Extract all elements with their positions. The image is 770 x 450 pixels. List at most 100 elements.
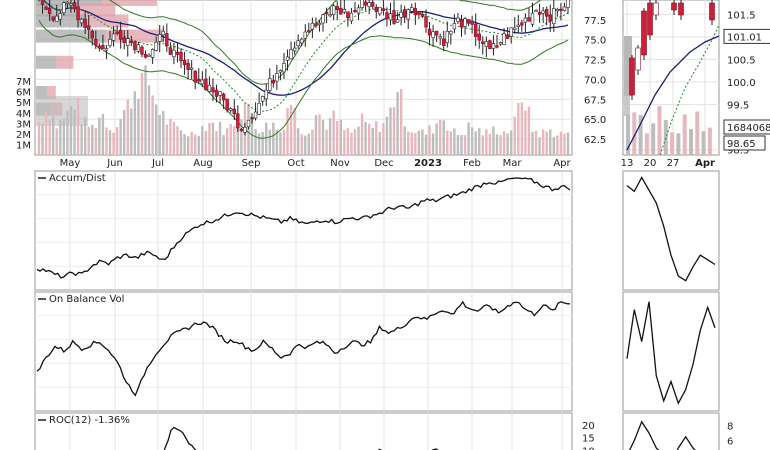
volume-bar: [541, 129, 545, 155]
volume-bar: [140, 72, 144, 155]
volume-bar: [52, 116, 55, 155]
volume-bar: [165, 124, 169, 155]
candle-body: [47, 7, 52, 14]
roc-detail-panel: [622, 412, 720, 450]
candle-body: [243, 127, 247, 133]
candle-body: [236, 113, 240, 129]
accumdist-detail-panel: [622, 170, 720, 291]
volume-bars: [37, 65, 570, 155]
candle-body: [271, 80, 276, 84]
detail-candle-body: [629, 57, 635, 96]
volume-bar: [261, 132, 264, 155]
volume-bar: [449, 131, 453, 155]
candle-body: [431, 31, 435, 38]
volume-bar: [339, 119, 342, 155]
volume-bar: [236, 122, 240, 155]
obv-detail-line: [626, 301, 716, 405]
candle-body: [211, 87, 215, 93]
volume-bar: [474, 131, 477, 155]
volume-bar: [499, 135, 502, 155]
volume-tick-label: 5M: [16, 98, 31, 109]
volume-bar: [250, 120, 254, 155]
candle-body: [87, 25, 91, 30]
candle-body: [239, 129, 244, 132]
volume-bar: [98, 117, 101, 155]
candle-body: [44, 6, 48, 10]
detail-price-tick-label: 99.5: [727, 101, 749, 112]
candle-body: [300, 38, 304, 44]
volume-bar: [321, 119, 325, 155]
volume-bar: [435, 123, 438, 155]
candle-body: [566, 0, 570, 8]
volume-bar: [80, 124, 83, 155]
candle-body: [459, 19, 464, 28]
candle-body: [562, 6, 567, 11]
detail-date-label: 13: [621, 158, 634, 169]
accumdist-detail-line: [626, 176, 716, 282]
volume-bar: [158, 114, 161, 155]
volume-bar: [311, 129, 314, 155]
candle-body: [385, 12, 389, 19]
candle-body: [523, 17, 528, 23]
volume-bar: [460, 135, 463, 155]
candle-body: [253, 111, 258, 119]
volume-bar: [286, 108, 289, 155]
candle-body: [353, 9, 357, 13]
candle-body: [434, 30, 439, 36]
volume-bar: [254, 129, 257, 155]
candle-body: [371, 2, 375, 7]
volume-bar: [502, 131, 506, 155]
candle-body: [360, 0, 364, 8]
volume-bar: [211, 122, 215, 155]
volume-bar: [314, 115, 318, 155]
candle-body: [264, 89, 268, 100]
detail-volume-label: 1684068: [727, 123, 770, 134]
volume-bar: [396, 91, 399, 155]
volume-bar: [524, 110, 527, 155]
volume-bar: [215, 131, 218, 155]
volume-bar: [115, 127, 119, 155]
candle-body: [552, 8, 556, 24]
volume-bar: [289, 104, 293, 155]
volume-bar: [545, 131, 548, 155]
volume-bar: [382, 122, 385, 155]
candle-body: [527, 17, 531, 22]
candle-body: [250, 117, 254, 120]
candle-body: [285, 56, 290, 61]
candle-body: [282, 62, 286, 73]
volume-bar: [446, 130, 449, 155]
candle-body: [158, 34, 162, 42]
candle-body: [90, 30, 94, 39]
month-tick-label: Apr: [553, 158, 571, 169]
candle-body: [278, 70, 283, 73]
volume-bar: [272, 122, 275, 155]
candle-body: [207, 84, 212, 92]
candle-body: [484, 41, 489, 48]
volume-bar: [367, 123, 371, 155]
volume-bar: [392, 106, 396, 155]
volume-bar: [133, 91, 137, 155]
month-tick-label: 2023: [414, 158, 442, 169]
volume-bar: [517, 102, 520, 155]
candle-body: [225, 98, 229, 111]
detail-volume-bar: [657, 106, 662, 155]
volume-bar: [300, 134, 303, 155]
volume-bar: [265, 122, 268, 155]
candle-body: [399, 11, 403, 18]
candle-body: [495, 45, 499, 48]
detail-volume-bar: [670, 132, 675, 155]
candle-body: [161, 30, 165, 36]
price-detail-marks: [624, 0, 720, 156]
detail-date-label: 27: [667, 158, 680, 169]
candle-body: [530, 12, 535, 25]
volume-bar: [346, 128, 350, 155]
volume-bar: [257, 133, 261, 155]
indicator-lines: [36, 176, 716, 450]
candle-body: [463, 18, 467, 27]
obv-line: [36, 300, 571, 397]
candle-body: [122, 37, 126, 43]
candle-body: [218, 91, 222, 96]
bollinger-lower: [38, 20, 569, 139]
volume-bar: [225, 128, 229, 155]
